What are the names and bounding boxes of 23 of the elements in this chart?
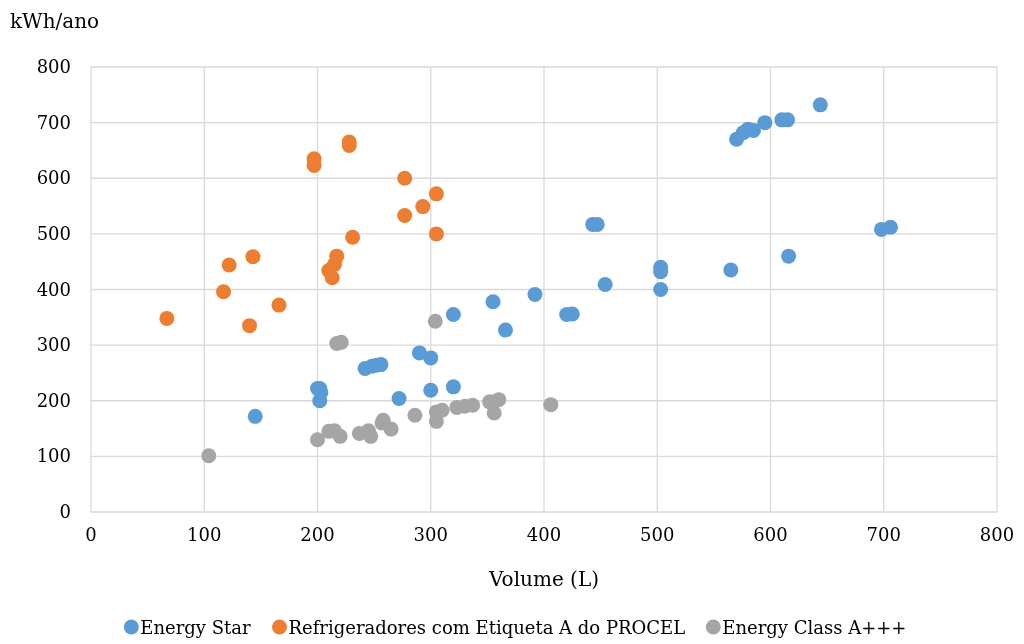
y-tick-label: 200 (36, 389, 71, 411)
y-axis-title: kWh/ano (10, 9, 100, 33)
x-tick-label: 700 (866, 524, 901, 545)
y-tick-label: 300 (36, 334, 71, 356)
y-tick-label: 800 (36, 56, 71, 77)
y-tick-label: 100 (36, 445, 71, 467)
y-tick-label: 700 (36, 111, 71, 133)
x-tick-label: 200 (300, 524, 335, 545)
legend-label: Energy Star (140, 617, 251, 638)
x-tick-label: 500 (640, 524, 675, 545)
x-tick-label: 800 (979, 524, 1015, 545)
x-tick-label: 300 (413, 524, 448, 545)
x-tick-label: 0 (85, 524, 97, 545)
x-tick-label: 400 (526, 524, 562, 545)
x-axis-title: Volume (L) (488, 567, 599, 591)
x-tick-label: 600 (753, 524, 788, 545)
y-tick-label: 500 (36, 222, 71, 244)
legend-label: Energy Class A+++ (722, 617, 907, 638)
y-tick-label: 600 (36, 167, 71, 189)
x-tick-label: 100 (187, 524, 222, 545)
legend-label: Refrigeradores com Etiqueta A do PROCEL (288, 617, 686, 638)
y-tick-label: 0 (59, 501, 71, 522)
y-tick-label: 400 (36, 278, 71, 300)
